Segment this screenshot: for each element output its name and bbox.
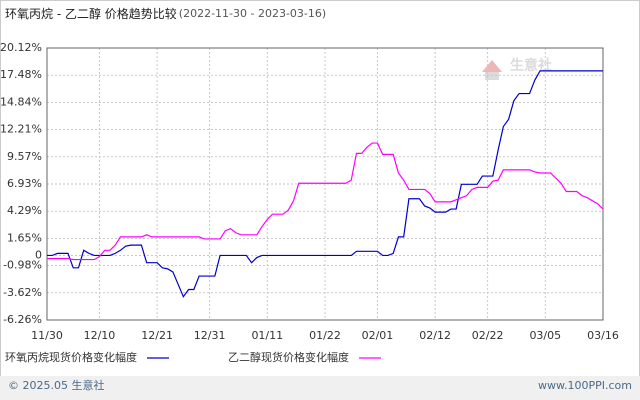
y-tick-label: 12.21% — [0, 123, 42, 136]
y-tick-label: 20.12% — [0, 41, 42, 54]
y-tick-label: 6.93% — [7, 177, 42, 190]
subtitle: (2022-11-30 - 2023-03-16) — [179, 7, 326, 20]
x-tick-label: 11/30 — [31, 329, 63, 342]
x-tick-label: 01/22 — [309, 329, 341, 342]
y-tick-label: -3.62% — [3, 286, 42, 299]
title: 环氧丙烷 - 乙二醇 价格趋势比较 — [5, 6, 177, 21]
source-left: © 2025.05 生意社 — [8, 378, 104, 392]
footer-band — [0, 376, 640, 400]
x-tick-label: 12/10 — [84, 329, 116, 342]
series-line — [47, 70, 603, 298]
series-line — [47, 142, 604, 261]
y-tick-label: -6.26% — [3, 313, 42, 326]
y-tick-label: 1.65% — [7, 231, 42, 244]
plot-border — [46, 47, 604, 321]
y-tick-label: 4.29% — [7, 204, 42, 217]
x-tick-label: 12/31 — [194, 329, 226, 342]
x-tick-label: 03/05 — [529, 329, 561, 342]
y-tick-label: 14.84% — [0, 95, 42, 108]
y-tick-label: 17.48% — [0, 68, 42, 81]
x-tick-label: 02/01 — [362, 329, 394, 342]
y-tick-label: 0 — [35, 248, 42, 261]
x-tick-label: 03/16 — [587, 329, 619, 342]
legend-label: 环氧丙烷现货价格变化幅度 — [5, 350, 137, 364]
watermark-text: 生意社 — [510, 57, 552, 74]
y-tick-label: -0.98% — [3, 259, 42, 272]
watermark: 生意社 — [482, 57, 552, 80]
x-tick-label: 02/22 — [472, 329, 504, 342]
source-right: www.100PPI.com — [538, 379, 632, 392]
legend-label: 乙二醇现货价格变化幅度 — [228, 350, 349, 364]
x-tick-label: 01/11 — [251, 329, 283, 342]
x-tick-label: 02/12 — [419, 329, 451, 342]
y-tick-label: 9.57% — [7, 150, 42, 163]
chart-title: 环氧丙烷 - 乙二醇 价格趋势比较 (2022-11-30 - 2023-03-1… — [5, 6, 326, 21]
x-tick-label: 12/21 — [141, 329, 173, 342]
